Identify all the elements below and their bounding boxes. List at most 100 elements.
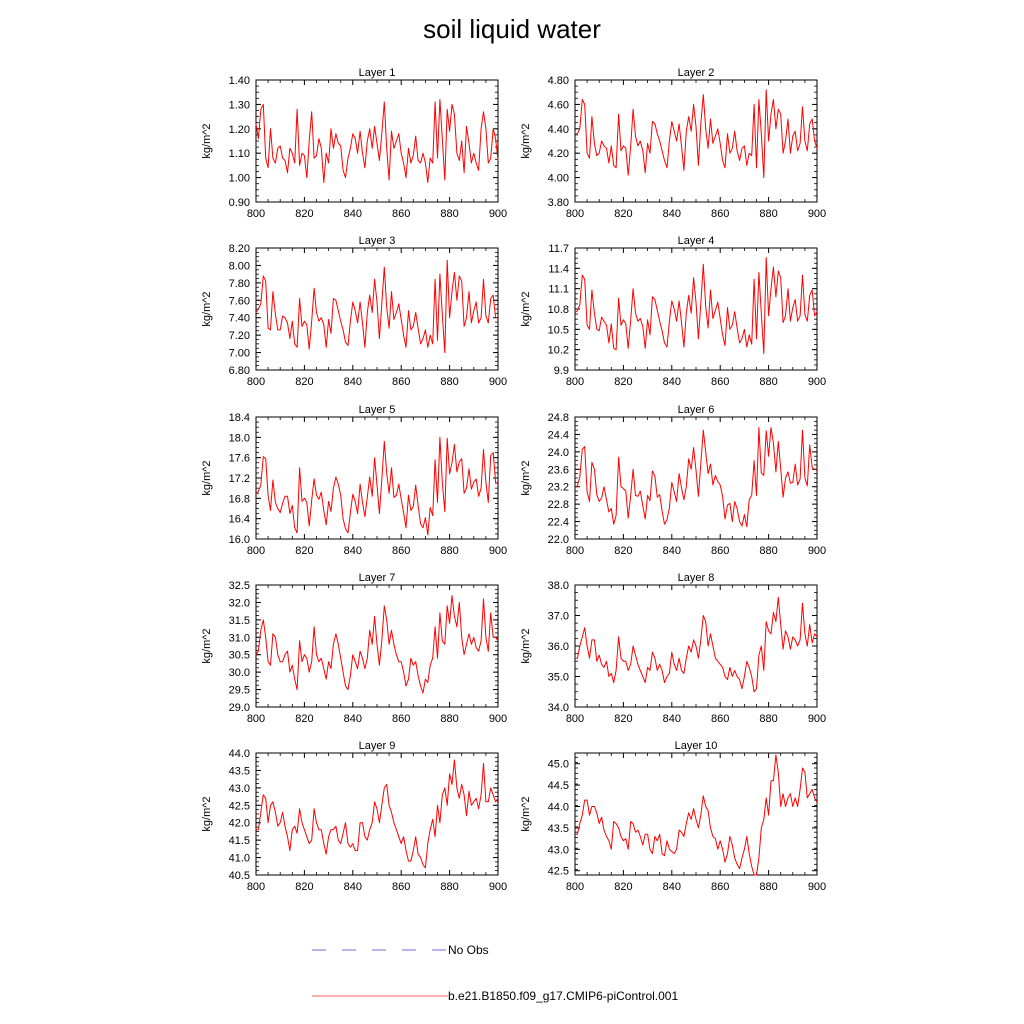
y-tick-label: 0.90: [229, 197, 250, 209]
panel-title: Layer 8: [678, 572, 715, 584]
x-tick-label: 840: [663, 881, 681, 893]
legend-swatch-solid: [312, 995, 448, 997]
y-tick-label: 36.0: [548, 641, 569, 653]
y-tick-label: 41.0: [229, 853, 250, 865]
panel-layer-2: Layer 2 kg/m^2 800 820 840 860 880 900 3.80 4.00 4…: [520, 67, 826, 220]
y-tick-label: 10.2: [548, 345, 569, 357]
y-tick-label: 7.40: [229, 313, 250, 325]
legend-swatch-dashed: [312, 949, 448, 951]
plot-frame: [574, 79, 818, 203]
y-tick-label: 30.5: [229, 650, 250, 662]
panel-title: Layer 10: [675, 740, 718, 752]
x-tick-label: 860: [711, 208, 729, 220]
series-line-0: [574, 427, 818, 528]
x-tick-label: 880: [759, 208, 777, 220]
series-line-0: [255, 436, 499, 536]
series-line-0: [575, 89, 818, 179]
x-tick-label: 800: [247, 376, 265, 388]
plot-frame: [574, 752, 818, 876]
panel-layer-8: Layer 8 kg/m^2 800 820 840 860 880 900 34.0 35.0 3…: [520, 572, 826, 725]
y-tick-label: 43.0: [548, 844, 569, 856]
y-tick-label: 11.7: [548, 243, 569, 255]
x-tick-label: 840: [663, 376, 681, 388]
x-tick-label: 800: [247, 545, 265, 557]
x-tick-label: 880: [440, 881, 458, 893]
y-tick-label: 24.4: [548, 429, 569, 441]
x-tick-label: 900: [489, 713, 507, 725]
y-tick-label: 4.40: [548, 124, 569, 136]
legend-label-model: b.e21.B1850.f09_g17.CMIP6-piControl.001: [448, 988, 679, 1003]
y-tick-label: 1.00: [229, 173, 250, 185]
x-tick-label: 900: [489, 881, 507, 893]
x-tick-label: 840: [344, 713, 362, 725]
x-tick-label: 840: [663, 208, 681, 220]
y-tick-label: 1.40: [229, 75, 250, 87]
y-axis-label: kg/m^2: [201, 460, 213, 495]
x-tick-label: 880: [440, 208, 458, 220]
y-tick-label: 34.0: [548, 702, 569, 714]
x-tick-label: 880: [440, 545, 458, 557]
x-tick-label: 900: [808, 713, 826, 725]
x-tick-label: 840: [663, 545, 681, 557]
y-axis-label: kg/m^2: [201, 291, 213, 326]
y-axis-label: kg/m^2: [201, 628, 213, 663]
x-tick-label: 880: [440, 376, 458, 388]
y-tick-label: 11.1: [548, 284, 569, 296]
x-tick-label: 860: [392, 208, 410, 220]
legend-item-model: b.e21.B1850.f09_g17.CMIP6-piControl.001: [312, 988, 678, 1003]
plot-frame: [255, 752, 499, 876]
y-tick-label: 16.8: [229, 493, 250, 505]
legend-label-no-obs: No Obs: [448, 942, 489, 957]
y-tick-label: 43.5: [229, 765, 250, 777]
panel-layer-5: Layer 5 kg/m^2 800 820 840 860 880 900 16.0 16.4 1…: [201, 404, 507, 557]
y-axis-label: kg/m^2: [201, 123, 213, 158]
panel-layer-6: Layer 6 kg/m^2 800 820 840 860 880 900 22.0 22.4 2…: [520, 404, 826, 557]
panel-layer-4: Layer 4 kg/m^2 800 820 840 860 880 900 9.9 10.2 10…: [520, 235, 826, 388]
x-tick-label: 880: [759, 545, 777, 557]
y-tick-label: 37.0: [548, 611, 569, 623]
x-tick-label: 840: [344, 208, 362, 220]
y-tick-label: 45.0: [548, 759, 569, 771]
x-tick-label: 860: [711, 713, 729, 725]
series-line-0: [575, 596, 818, 693]
y-tick-label: 7.80: [229, 278, 250, 290]
y-tick-label: 4.20: [548, 148, 569, 160]
y-tick-label: 43.0: [229, 783, 250, 795]
y-tick-label: 44.5: [548, 780, 569, 792]
x-tick-label: 880: [759, 881, 777, 893]
series-line-0: [255, 595, 499, 694]
y-tick-label: 23.2: [548, 482, 569, 494]
x-tick-label: 900: [808, 545, 826, 557]
panel-title: Layer 4: [678, 235, 715, 247]
y-tick-label: 31.5: [229, 615, 250, 627]
series-line-0: [575, 754, 818, 876]
panel-title: Layer 9: [359, 740, 396, 752]
x-tick-label: 800: [247, 713, 265, 725]
x-tick-label: 900: [808, 376, 826, 388]
panel-title: Layer 2: [678, 67, 715, 79]
x-tick-label: 860: [711, 376, 729, 388]
series-line-0: [256, 759, 499, 869]
y-tick-label: 8.20: [229, 243, 250, 255]
y-tick-label: 29.5: [229, 685, 250, 697]
y-tick-label: 16.4: [229, 514, 250, 526]
y-tick-label: 42.0: [229, 818, 250, 830]
y-tick-label: 31.0: [229, 632, 250, 644]
x-tick-label: 880: [440, 713, 458, 725]
x-tick-label: 800: [566, 713, 584, 725]
x-tick-label: 800: [247, 881, 265, 893]
x-tick-label: 820: [614, 208, 632, 220]
x-tick-label: 880: [759, 376, 777, 388]
y-axis-label: kg/m^2: [520, 291, 532, 326]
x-tick-label: 820: [614, 545, 632, 557]
y-tick-label: 10.8: [548, 304, 569, 316]
panel-layer-1: Layer 1 kg/m^2 800 820 840 860 880 900 0.90 1.00 1…: [201, 67, 507, 220]
y-tick-label: 42.5: [548, 866, 569, 878]
y-tick-label: 22.0: [548, 534, 569, 546]
y-tick-label: 42.5: [229, 800, 250, 812]
y-tick-label: 4.00: [548, 173, 569, 185]
panel-title: Layer 7: [359, 572, 396, 584]
x-tick-label: 800: [566, 881, 584, 893]
x-tick-label: 820: [295, 208, 313, 220]
